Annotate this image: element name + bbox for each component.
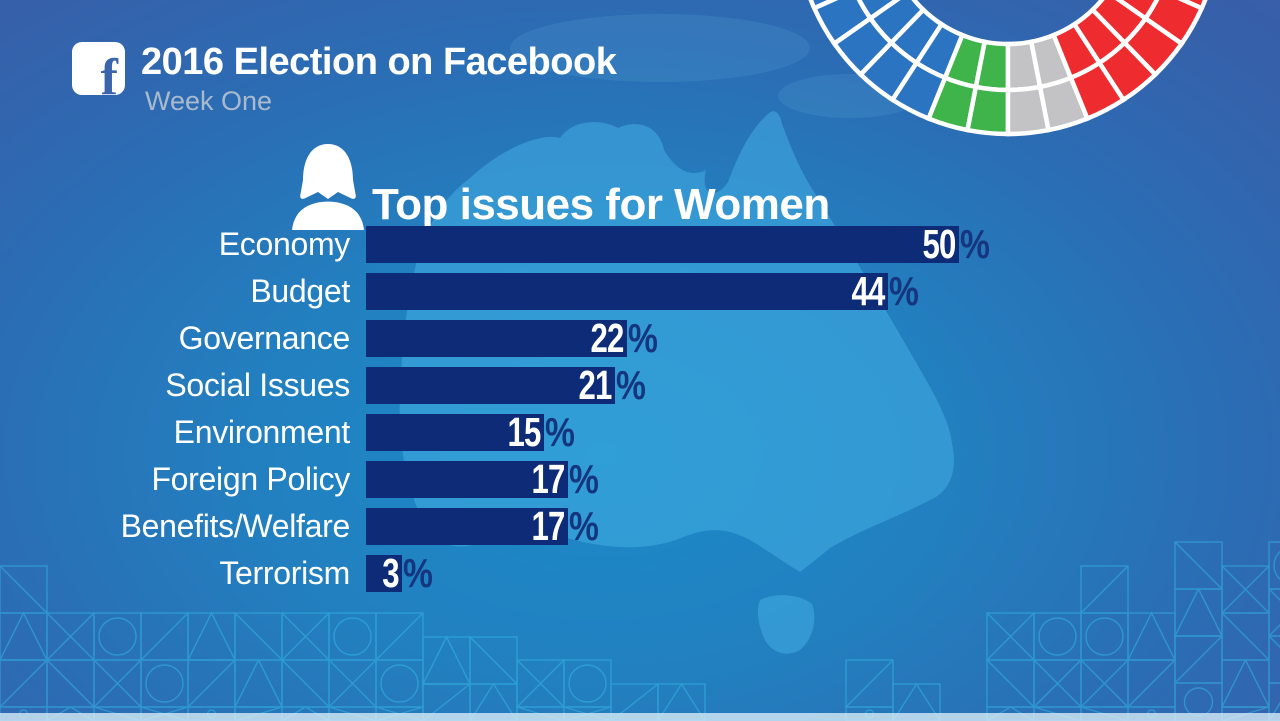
seat-cell-red (1177, 0, 1208, 12)
percent-sign: % (627, 315, 658, 361)
percent-sign: % (402, 550, 433, 596)
percent-sign: % (568, 503, 599, 549)
bar-row: Social Issues 21% (0, 362, 1280, 409)
bar-label: Benefits/Welfare (120, 508, 351, 544)
header: f 2016 Election on Facebook Week One (72, 41, 617, 116)
bar-value: 17 (531, 456, 565, 502)
bar-row: Budget 44% (0, 268, 1280, 315)
bar-value: 17 (531, 503, 565, 549)
bar-value: 50 (922, 221, 957, 267)
bar-label: Terrorism (219, 555, 350, 591)
bar-value: 15 (507, 409, 542, 455)
bar: 17% (366, 456, 599, 502)
percent-sign: % (544, 409, 575, 455)
percent-sign: % (888, 268, 919, 314)
bar-label: Budget (250, 273, 350, 309)
bar: 50% (366, 221, 990, 267)
bar-label: Governance (178, 320, 351, 356)
bar: 17% (366, 503, 599, 549)
island-silhouette (510, 14, 810, 82)
seat-cell-green (964, 84, 1011, 137)
bar-row: Benefits/Welfare 17% (0, 503, 1280, 550)
facebook-f-glyph: f (100, 49, 118, 95)
bar-label: Foreign Policy (151, 461, 350, 497)
bar: 15% (366, 409, 575, 455)
bottom-strip (0, 713, 1280, 721)
page-title: 2016 Election on Facebook (141, 41, 617, 83)
percent-sign: % (568, 456, 599, 502)
bar-row: Economy 50% (0, 221, 1280, 268)
bar: 44% (366, 268, 919, 314)
parliament-seats-arc (808, 0, 1208, 137)
percent-sign: % (960, 221, 990, 267)
seat-cell-red (1142, 0, 1205, 47)
bar-label: Social Issues (165, 367, 350, 403)
page-subtitle: Week One (145, 86, 273, 116)
bar-row: Environment 15% (0, 409, 1280, 456)
bar: 21% (366, 362, 646, 408)
percent-sign: % (616, 362, 646, 408)
bar: 22% (366, 315, 658, 361)
bar-label: Economy (218, 226, 351, 262)
header-text: 2016 Election on Facebook Week One (141, 41, 617, 116)
bar-row: Governance 22% (0, 315, 1280, 362)
chart-title: Top issues for Women (372, 180, 830, 229)
bar: 3% (366, 550, 432, 596)
bar-row: Foreign Policy 17% (0, 456, 1280, 503)
bar-row: Terrorism 3% (0, 550, 1280, 597)
bar-value: 3 (382, 550, 399, 596)
bar-value: 21 (578, 362, 613, 408)
bar-value: 44 (851, 268, 886, 314)
bar-value: 22 (590, 315, 625, 361)
bar-chart: Economy 50% Budget 44% Governance 22% Social I… (0, 221, 1280, 597)
woman-icon (292, 144, 364, 230)
bar-label: Environment (173, 414, 351, 450)
facebook-logo-icon: f (72, 42, 125, 95)
tasmania-silhouette (757, 595, 815, 654)
chart-heading: Top issues for Women (288, 138, 830, 230)
